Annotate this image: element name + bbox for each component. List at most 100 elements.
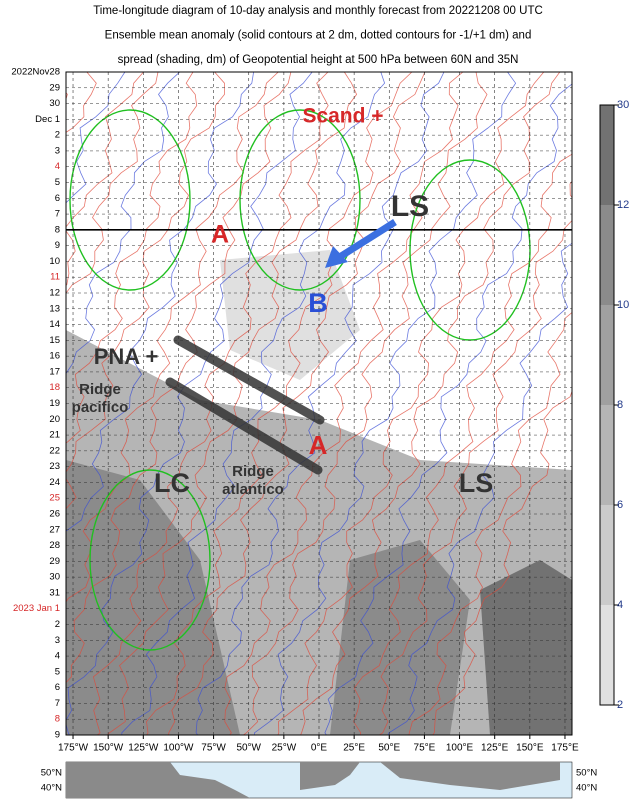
- contour-line: [66, 72, 279, 603]
- y-tick-label: 2: [55, 619, 60, 630]
- title-line: Time-longitude diagram of 10-day analysi…: [93, 5, 543, 17]
- colorbar-label: 12: [617, 199, 629, 211]
- y-tick-label: 12: [49, 288, 60, 299]
- x-tick-label: 0°E: [311, 743, 328, 754]
- plot-frame: [65, 71, 573, 736]
- y-tick-label: 27: [49, 524, 60, 535]
- contour-line: [66, 72, 126, 204]
- y-tick-label: 22: [49, 445, 60, 456]
- x-tick-label: 150°W: [93, 743, 124, 754]
- y-tick-label: 8: [55, 714, 60, 725]
- colorbar-bin: [600, 205, 614, 305]
- y-tick-label: 5: [55, 666, 60, 677]
- y-tick-label: 30: [49, 572, 60, 583]
- colorbar-label: 30: [617, 99, 629, 111]
- contour-line: [239, 109, 361, 291]
- x-tick-label: 150°E: [516, 743, 544, 754]
- y-tick-label: 15: [49, 335, 60, 346]
- y-tick-label: 31: [49, 587, 60, 598]
- x-tick-label: 25°E: [343, 743, 365, 754]
- colorbar-bin: [600, 105, 614, 205]
- x-tick-label: 75°E: [414, 743, 436, 754]
- contour-line: [69, 109, 191, 291]
- annotation: Ridge: [232, 463, 274, 480]
- map-label: 40°N: [41, 783, 62, 794]
- colorbar-bin: [600, 305, 614, 405]
- map-strip: [65, 761, 573, 799]
- annotation: A: [211, 221, 229, 249]
- contour-line: [353, 153, 572, 735]
- y-tick-label: 14: [49, 319, 60, 330]
- y-tick-label: 24: [49, 477, 60, 488]
- contour-line: [253, 72, 517, 735]
- colorbar-label: 2: [617, 699, 623, 711]
- annotation: atlantico: [222, 481, 284, 498]
- x-tick-label: 100°E: [446, 743, 474, 754]
- map-label: 50°N: [41, 768, 62, 779]
- contour-line: [66, 72, 254, 532]
- y-tick-label: 6: [55, 193, 60, 204]
- y-tick-label: 29: [49, 556, 60, 567]
- annotation: A: [309, 430, 328, 460]
- y-tick-label: 21: [49, 430, 60, 441]
- contour-line: [66, 72, 198, 444]
- contour-line: [66, 72, 225, 510]
- y-tick-label: 7: [55, 209, 60, 220]
- y-tick-label: 6: [55, 682, 60, 693]
- contour-line: [66, 72, 159, 345]
- contour-line: [66, 72, 180, 375]
- annotation-arrow: [336, 219, 397, 261]
- y-tick-label: 4: [55, 161, 60, 172]
- colorbar-label: 10: [617, 299, 629, 311]
- x-tick-label: 100°W: [163, 743, 194, 754]
- x-tick-label: 175°E: [551, 743, 579, 754]
- annotation-line: [165, 377, 323, 475]
- y-tick-label: 17: [49, 366, 60, 377]
- y-tick-label: 18: [49, 382, 60, 393]
- y-tick-label: 16: [49, 351, 60, 362]
- contour-line: [277, 72, 545, 735]
- y-tick-label: 2: [55, 130, 60, 141]
- contour-line: [146, 72, 413, 735]
- contour-line: [66, 72, 144, 286]
- annotation-arrow-head: [325, 246, 348, 268]
- y-tick-label: 30: [49, 98, 60, 109]
- colorbar-label: 4: [617, 599, 623, 611]
- y-tick-label: 2023 Jan 1: [13, 603, 60, 614]
- contour-line: [378, 180, 572, 735]
- annotation: LS: [459, 468, 494, 498]
- annotation: PNA +: [94, 344, 159, 369]
- x-tick-label: 25°W: [272, 743, 297, 754]
- annotation: LS: [391, 190, 429, 223]
- contour-line: [66, 72, 313, 735]
- annotation: B: [308, 288, 328, 318]
- shading: [330, 540, 470, 735]
- map-label: 50°N: [576, 768, 597, 779]
- y-tick-label: Dec 1: [35, 114, 60, 125]
- colorbar-label: 8: [617, 399, 623, 411]
- contour-line: [0, 72, 8, 744]
- contour-line: [0, 72, 26, 744]
- contour-line: [432, 390, 572, 735]
- x-tick-label: 50°E: [378, 743, 400, 754]
- contour-line: [89, 469, 211, 651]
- y-tick-label: 25: [49, 493, 60, 504]
- annotation: LC: [154, 468, 190, 498]
- contour-line: [168, 72, 426, 735]
- contour-line: [242, 72, 488, 735]
- contour-line: [195, 72, 445, 735]
- annotation: pacifico: [72, 399, 129, 416]
- map-land: [300, 762, 560, 790]
- contour-line: [409, 159, 531, 341]
- contour-line: [0, 72, 46, 744]
- y-tick-label: 28: [49, 540, 60, 551]
- y-tick-label: 3: [55, 635, 60, 646]
- y-tick-label: 3: [55, 145, 60, 156]
- y-tick-label: 8: [55, 224, 60, 235]
- x-tick-label: 75°W: [201, 743, 226, 754]
- y-tick-label: 9: [55, 240, 60, 251]
- y-tick-label: 29: [49, 82, 60, 93]
- map-label: 40°N: [576, 783, 597, 794]
- map-land: [66, 762, 250, 798]
